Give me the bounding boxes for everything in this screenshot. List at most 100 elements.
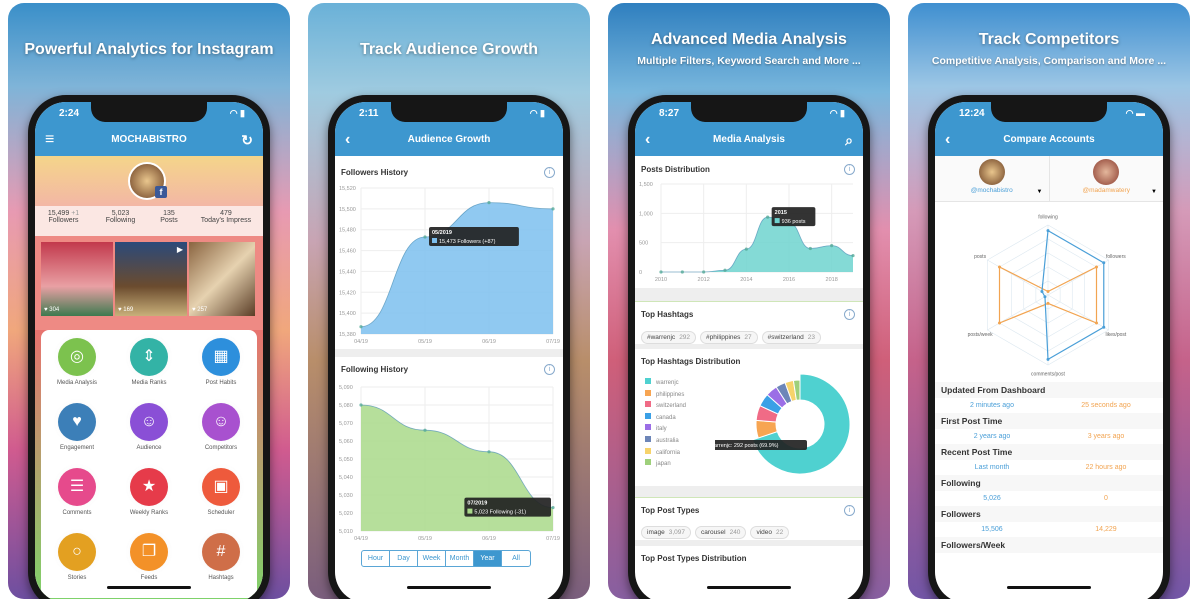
metric-value-b: 25 seconds ago [1081,402,1131,409]
divider [635,486,863,498]
x-tick-label: 2016 [783,277,795,283]
back-icon[interactable]: ‹ [945,131,951,148]
x-tick-label: 2018 [826,277,838,283]
top-post-types-title: Top Post Types [641,506,700,515]
data-point [659,270,663,274]
panel-title: Track Competitors [978,31,1120,48]
post-type-chips: image 3,097 carousel 240 video 22 [641,521,793,539]
metric-value-a: Last month [974,464,1010,471]
divider [335,349,563,357]
data-point [359,325,363,329]
stat-following[interactable]: 5,023 Following [105,210,136,224]
tooltip-text: 936 posts [782,219,806,225]
dropdown-icon: ▼ [1036,189,1043,195]
stat-followers[interactable]: 15,499 +1 Followers [47,210,80,224]
legend-item[interactable]: japan [645,459,686,471]
legend-item[interactable]: australia [645,435,686,448]
range-day-button[interactable]: Day [390,551,418,566]
info-icon[interactable]: i [844,505,855,516]
legend-label: canada [656,414,676,421]
back-icon[interactable]: ‹ [345,131,351,148]
phone-screen: 2:11 ◠ ▮ ‹ Audience Growth Followers Histo… [335,102,563,599]
tooltip-text: 15,473 Followers (+87) [439,239,496,245]
legend-item[interactable]: canada [645,412,686,425]
posts-distribution-chart: 0 500 1,000 1,500 2010 2012 2014 2016 2018 2015 93… [639,182,855,283]
account-selectors: @mochabistro ▼ @madamwatery ▼ [935,156,1163,202]
feature-scheduler[interactable]: ▣ Scheduler [185,468,257,533]
home-indicator [1007,586,1091,589]
feature-hashtags[interactable]: # Hashtags [185,533,257,598]
post-type-chip[interactable]: carousel 240 [695,526,747,539]
stat-impressions[interactable]: 479 Today's Impress [200,210,252,224]
status-time: 2:11 [359,108,379,119]
feature-comments[interactable]: ☰ Comments [41,468,113,533]
range-hour-button[interactable]: Hour [362,551,390,566]
legend-item[interactable]: philippines [645,389,686,402]
feature-weekly-ranks[interactable]: ★ Weekly Ranks [113,468,185,533]
stat-posts[interactable]: 135 Posts [160,210,178,224]
tooltip-title: 05/2019 [432,230,452,236]
legend-item[interactable]: switzerland [645,401,686,413]
info-icon[interactable]: i [544,167,555,178]
account-selector-a[interactable]: @mochabistro ▼ [935,156,1050,201]
series-area [661,217,853,272]
x-tick-label: 05/19 [418,339,432,345]
radar-point [1040,290,1044,293]
hashtag-chip[interactable]: #warrenjc 292 [641,331,697,344]
post-type-chip[interactable]: video 22 [750,526,790,539]
range-year-button[interactable]: Year [474,551,502,566]
back-icon[interactable]: ‹ [645,131,651,148]
media-thumb[interactable]: ♥ 304 [41,242,113,316]
y-tick-label: 5,020 [339,511,353,517]
range-month-button[interactable]: Month [446,551,474,566]
divider [635,540,863,546]
info-icon[interactable]: i [544,364,555,375]
metric-label: First Post Time [935,413,1163,429]
info-icon[interactable]: i [844,309,855,320]
info-icon[interactable]: i [844,164,855,175]
range-week-button[interactable]: Week [418,551,446,566]
radar-point [1046,301,1050,305]
legend-label: california [656,449,681,456]
metric-value-a: 5,026 [983,495,1001,502]
feature-stories[interactable]: ○ Stories [41,533,113,598]
post-type-chip[interactable]: image 3,097 [641,526,691,539]
feature-audience[interactable]: ☺ Audience [113,403,185,468]
wifi-battery-icon: ◠ ▮ [529,108,545,118]
feature-competitors[interactable]: ☺ Competitors [185,403,257,468]
range-all-button[interactable]: All [512,555,520,562]
feeds-icon: ❐ [130,533,168,571]
y-tick-label: 5,060 [339,439,353,445]
feature-media-analysis[interactable]: ◎ Media Analysis [41,338,113,403]
legend-item[interactable]: california [645,447,686,460]
menu-icon[interactable]: ≡ [45,131,55,148]
wifi-battery-icon: ◠ ▮ [829,108,845,118]
feature-media-ranks[interactable]: ⇕ Media Ranks [113,338,185,403]
feature-feeds[interactable]: ❐ Feeds [113,533,185,598]
data-point [359,403,363,407]
media-thumb[interactable]: ▶ ♥ 169 [115,242,187,316]
hashtag-chip[interactable]: #switzerland 23 [761,331,821,344]
screenshot-panel-media: Advanced Media Analysis Multiple Filters… [608,3,890,599]
feature-label: Stories [67,575,87,581]
legend-item[interactable]: italy [645,424,686,436]
panel-title: Track Audience Growth [359,41,539,58]
account-selector-b[interactable]: @madamwatery ▼ [1050,156,1164,201]
tooltip [429,227,519,247]
y-tick-label: 1,500 [639,182,653,188]
feature-engagement[interactable]: ♥ Engagement [41,403,113,468]
feature-post-habits[interactable]: ▦ Post Habits [185,338,257,403]
feature-label: Feeds [140,575,158,581]
legend-item[interactable]: warrenjc [645,378,686,390]
radar-axis [987,259,1049,296]
refresh-icon[interactable]: ↻ [241,132,253,148]
data-point [551,207,555,211]
hashtag-chip[interactable]: #philippines 27 [700,331,758,344]
tooltip-title: 07/2019 [467,501,487,507]
top-hashtags-title: Top Hashtags [641,310,694,319]
search-icon[interactable]: ⌕ [845,132,853,148]
legend-swatch [645,459,651,466]
y-tick-label: 5,090 [339,385,353,391]
radar-point [1043,295,1047,299]
media-thumb[interactable]: ♥ 257 [189,242,255,316]
